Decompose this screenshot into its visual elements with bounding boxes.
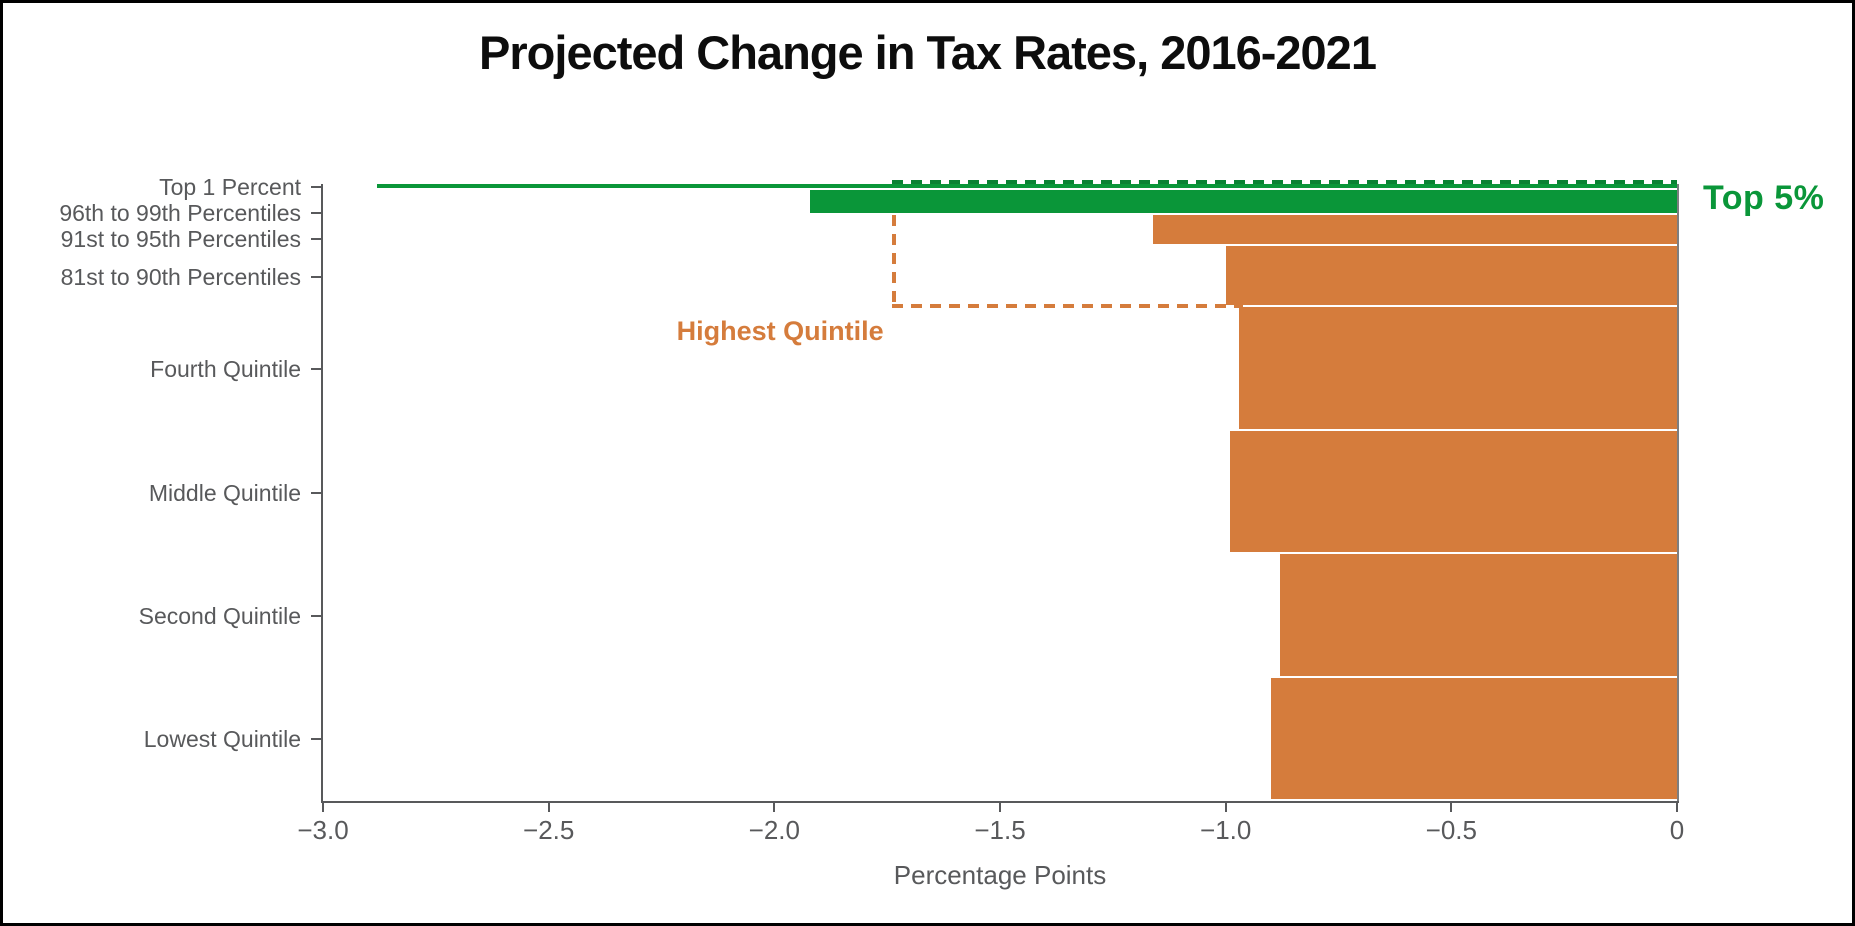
- y-tick-middle-quintile: [311, 491, 323, 494]
- bar-second-quintile: [1279, 554, 1677, 676]
- page-title: Projected Change in Tax Rates, 2016-2021: [479, 26, 1377, 79]
- y-axis-label-middle-quintile: Middle Quintile: [148, 479, 301, 506]
- plot-area: [321, 180, 1679, 803]
- y-tick-second-quintile: [311, 614, 323, 617]
- x-tick-5: [1450, 803, 1453, 812]
- y-axis-label-81st-to-90th-percentiles: 81st to 90th Percentiles: [60, 263, 301, 290]
- y-axis-label-top-1-percent: Top 1 Percent: [159, 174, 301, 201]
- bar-96th-to-99th-percentiles: [810, 190, 1677, 213]
- y-axis-label-second-quintile: Second Quintile: [138, 602, 301, 629]
- x-tick-4: [1224, 803, 1227, 812]
- x-tick-0: [322, 803, 324, 812]
- x-tick-label-5: −0.5: [1425, 815, 1477, 845]
- y-axis-label-fourth-quintile: Fourth Quintile: [150, 356, 301, 383]
- y-axis-label-lowest-quintile: Lowest Quintile: [143, 726, 301, 753]
- x-tick-label-1: −2.5: [523, 815, 575, 845]
- right-axis-line: [1677, 184, 1679, 801]
- bar-top-1-percent: [377, 184, 1677, 189]
- bar-fourth-quintile: [1239, 307, 1677, 429]
- x-tick-label-0: −3.0: [297, 815, 349, 845]
- x-axis-line: [321, 801, 1679, 803]
- x-axis-title: Percentage Points: [893, 860, 1107, 890]
- bar-81st-to-90th-percentiles: [1225, 245, 1677, 306]
- bar-middle-quintile: [1230, 430, 1677, 553]
- y-axis-line: [321, 184, 323, 803]
- y-axis-label-91st-to-95th-percentiles: 91st to 95th Percentiles: [60, 226, 301, 253]
- y-tick-91st-to-95th-percentiles: [311, 238, 323, 241]
- y-tick-81st-to-90th-percentiles: [311, 275, 323, 278]
- x-tick-6: [1676, 803, 1678, 812]
- x-tick-label-6: 0: [1669, 815, 1685, 845]
- x-tick-3: [999, 803, 1001, 812]
- top5-annotation-label: Top 5%: [1703, 179, 1825, 217]
- x-tick-label-2: −2.0: [748, 815, 800, 845]
- y-tick-96th-to-99th-percentiles: [311, 212, 323, 215]
- x-tick-1: [547, 803, 550, 812]
- highest-quintile-dash-bottom: [891, 304, 1244, 309]
- highest-quintile-dash-vertical: [891, 214, 896, 308]
- x-tick-label-3: −1.5: [974, 815, 1026, 845]
- y-axis-label-96th-to-99th-percentiles: 96th to 99th Percentiles: [59, 200, 301, 227]
- highest-quintile-dash-top: [891, 180, 1677, 184]
- y-tick-top-1-percent: [311, 186, 323, 189]
- x-tick-label-4: −1.0: [1200, 815, 1252, 845]
- highest-quintile-annotation-label: Highest Quintile: [676, 316, 884, 347]
- y-tick-lowest-quintile: [311, 738, 323, 741]
- bar-91st-to-95th-percentiles: [1153, 214, 1677, 244]
- bar-lowest-quintile: [1270, 677, 1677, 799]
- y-tick-fourth-quintile: [311, 368, 323, 371]
- x-tick-2: [773, 803, 776, 812]
